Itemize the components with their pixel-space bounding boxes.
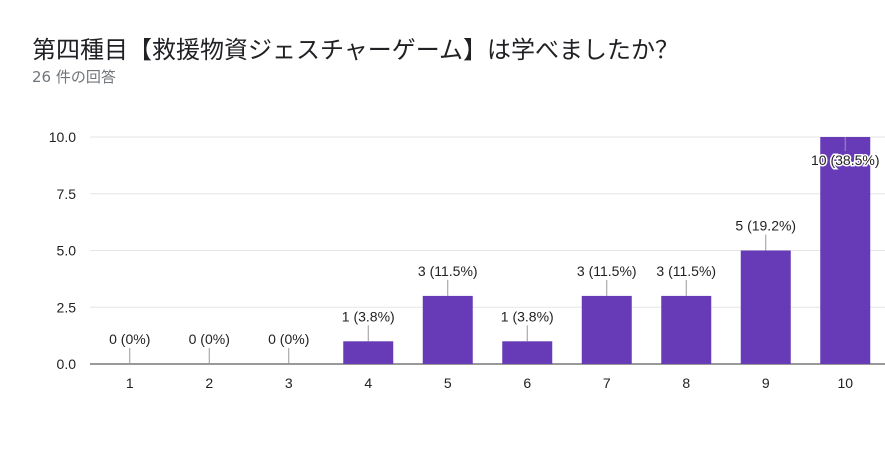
x-tick-label: 9 [762, 375, 770, 391]
bar [502, 341, 553, 364]
data-label: 5 (19.2%) [735, 218, 796, 234]
response-count: 26 件の回答 [32, 68, 116, 86]
x-tick-label: 4 [364, 375, 372, 391]
data-label: 10 (38.5%) [811, 152, 879, 168]
x-tick-label: 7 [603, 375, 611, 391]
x-tick-label: 6 [523, 375, 531, 391]
data-label: 0 (0%) [189, 331, 230, 347]
y-tick-label: 10.0 [49, 129, 76, 145]
data-label: 3 (11.5%) [418, 263, 478, 279]
bar [343, 341, 394, 364]
x-tick-label: 10 [837, 375, 853, 391]
x-tick-label: 5 [444, 375, 452, 391]
y-tick-label: 2.5 [57, 299, 77, 315]
x-tick-label: 2 [205, 375, 213, 391]
x-tick-label: 3 [285, 375, 293, 391]
y-tick-label: 5.0 [57, 243, 77, 259]
y-tick-label: 7.5 [57, 186, 77, 202]
bar [820, 137, 871, 364]
x-tick-label: 8 [682, 375, 690, 391]
data-label: 0 (0%) [268, 331, 309, 347]
bar [581, 295, 632, 364]
bar [661, 295, 712, 364]
data-label: 1 (3.8%) [501, 308, 554, 324]
x-tick-label: 1 [126, 375, 134, 391]
bar [740, 250, 791, 364]
data-label: 3 (11.5%) [577, 263, 637, 279]
data-label: 1 (3.8%) [342, 308, 395, 324]
y-tick-label: 0.0 [57, 356, 77, 372]
data-label: 3 (11.5%) [656, 263, 716, 279]
bar [422, 295, 473, 364]
chart-title: 第四種目【救援物資ジェスチャーゲーム】は学べましたか？ [32, 36, 680, 64]
data-label: 0 (0%) [109, 331, 150, 347]
